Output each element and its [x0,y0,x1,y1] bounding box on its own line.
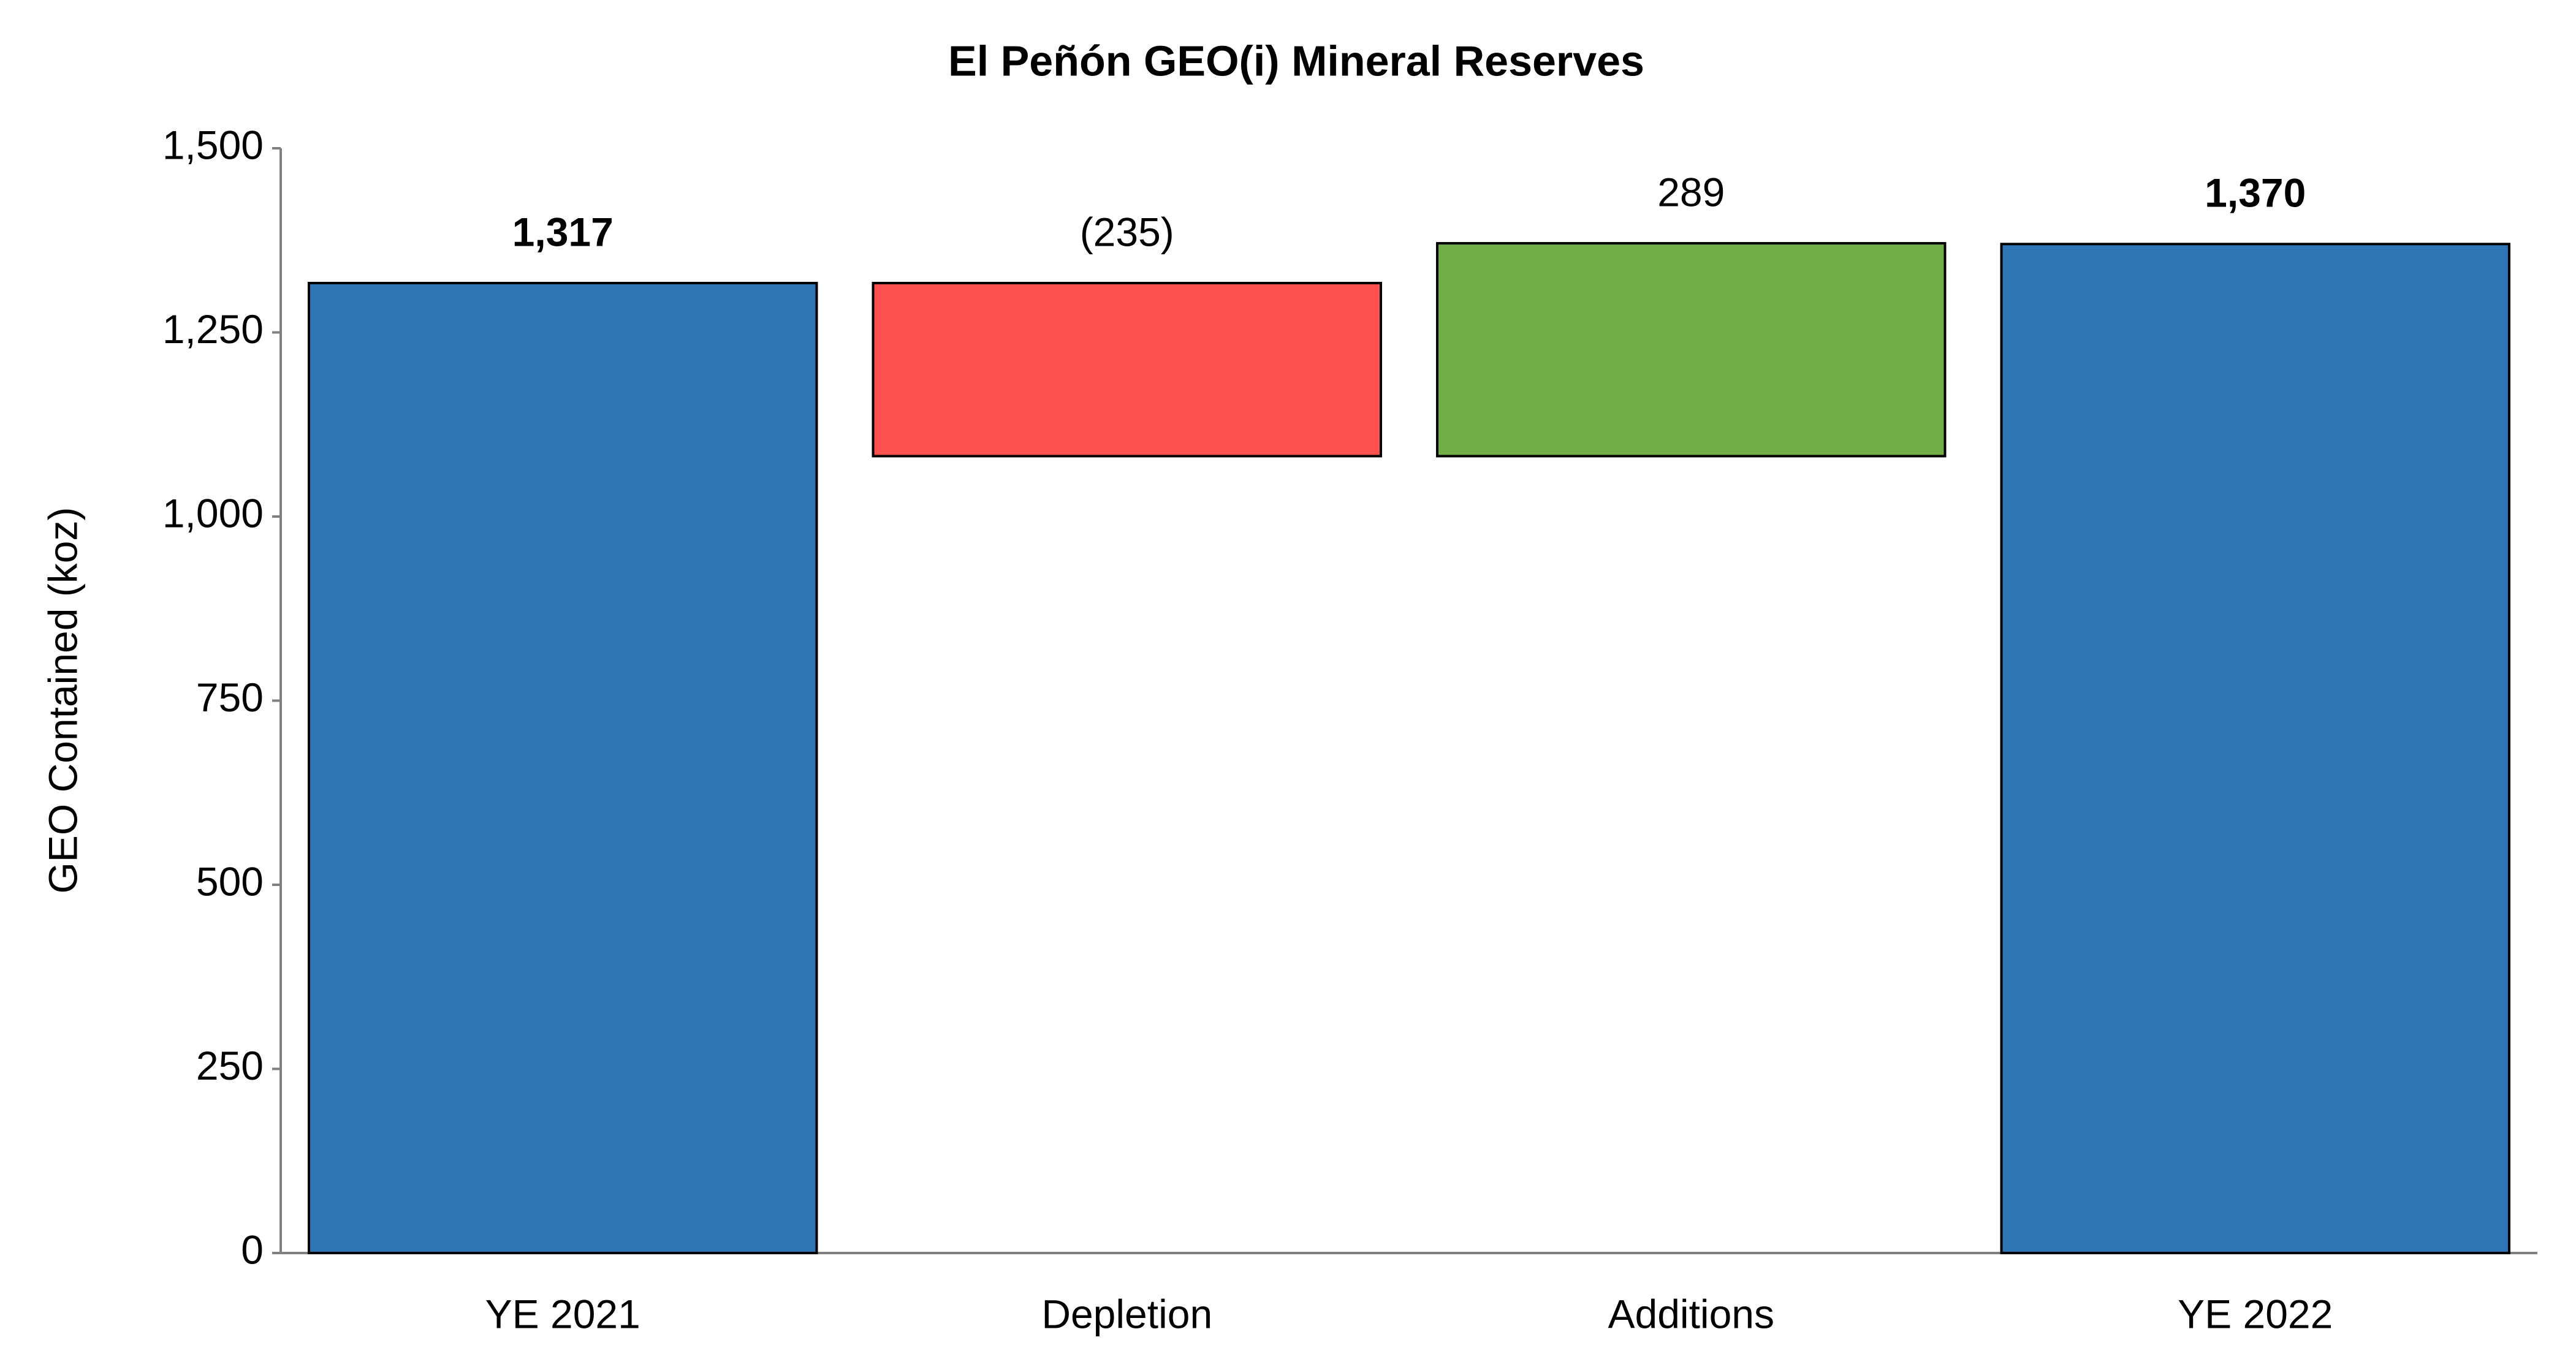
bar [872,281,1382,458]
y-tick-label: 1,000 [162,490,264,536]
bar [1436,242,1947,458]
bar [2000,243,2510,1254]
x-tick-label: YE 2021 [485,1291,640,1336]
y-tick-label: 1,250 [162,306,264,352]
y-tick-label: 0 [241,1227,264,1272]
y-tick-label: 750 [196,675,264,720]
chart-title: El Peñón GEO(i) Mineral Reserves [948,37,1644,85]
y-tick-label: 250 [196,1043,264,1088]
x-tick-label: Additions [1608,1291,1774,1336]
x-tick-label: Depletion [1041,1291,1212,1336]
value-label: 289 [1657,169,1725,214]
x-tick-label: YE 2022 [2178,1291,2333,1336]
value-label: 1,370 [2205,170,2306,216]
y-axis-label: GEO Contained (koz) [40,507,85,894]
value-label: 1,317 [512,209,614,254]
value-label: (235) [1080,209,1174,254]
y-tick-label: 500 [196,858,264,904]
bar [308,281,818,1255]
y-tick-label: 1,500 [162,122,264,167]
